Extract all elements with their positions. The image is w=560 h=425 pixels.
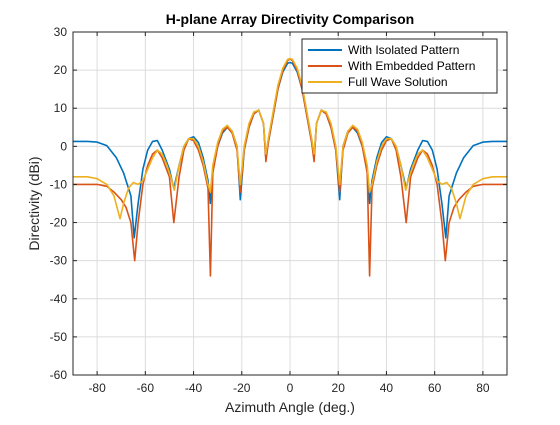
- legend-label: With Isolated Pattern: [348, 43, 459, 57]
- y-tick-label: -50: [50, 330, 68, 344]
- legend-label: With Embedded Pattern: [348, 59, 475, 73]
- y-tick-label: 20: [54, 63, 68, 77]
- legend-label: Full Wave Solution: [348, 75, 448, 89]
- x-tick-label: 60: [428, 381, 442, 395]
- series-line-1: [73, 61, 507, 239]
- chart-title: H-plane Array Directivity Comparison: [166, 11, 414, 27]
- y-tick-label: -60: [50, 368, 68, 382]
- y-tick-label: 30: [54, 25, 68, 39]
- y-tick-label: -20: [50, 216, 68, 230]
- y-tick-label: -40: [50, 292, 68, 306]
- x-axis-label: Azimuth Angle (deg.): [225, 399, 355, 415]
- x-tick-label: 0: [287, 381, 294, 395]
- y-tick-label: 0: [60, 139, 67, 153]
- y-tick-label: -10: [50, 177, 68, 191]
- ticks: [73, 31, 507, 376]
- x-tick-label: -20: [233, 381, 251, 395]
- x-tick-label: 20: [332, 381, 346, 395]
- series-layer: [73, 57, 507, 277]
- x-tick-label: -40: [185, 381, 203, 395]
- x-tick-label: -60: [137, 381, 155, 395]
- x-tick-label: 80: [476, 381, 490, 395]
- y-tick-label: 10: [54, 101, 68, 115]
- x-tick-label: 40: [380, 381, 394, 395]
- tick-labels: -80 -60 -40 -20 0 20 40 60 80 -60 -50 -40 -30 -20 -10 0…: [50, 25, 490, 395]
- y-axis-label: Directivity (dBi): [26, 156, 42, 250]
- x-tick-label: -80: [88, 381, 106, 395]
- legend: With Isolated Pattern With Embedded Patte…: [301, 38, 498, 94]
- y-tick-label: -30: [50, 254, 68, 268]
- series-line-3: [73, 57, 507, 220]
